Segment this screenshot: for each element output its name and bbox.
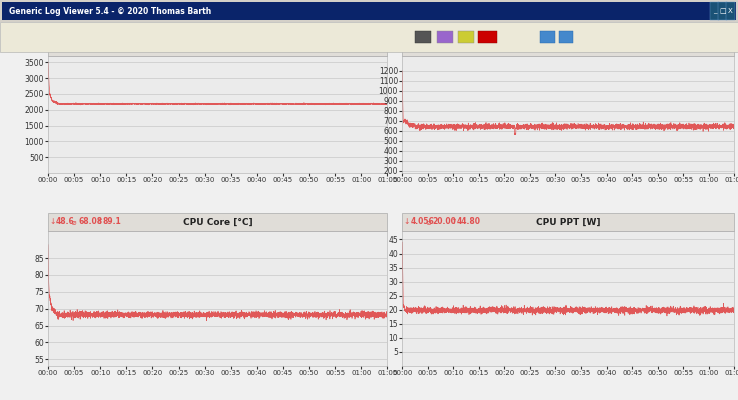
Text: ↑: ↑ — [97, 218, 106, 226]
Text: ●: ● — [80, 34, 86, 40]
Text: ○: ○ — [259, 34, 265, 40]
Text: 3: 3 — [99, 34, 103, 40]
Text: □: □ — [720, 8, 725, 14]
Text: ☑ Two columns: ☑ Two columns — [148, 34, 201, 40]
Text: ↔: ↔ — [483, 32, 491, 42]
Text: CPU Core [°C]: CPU Core [°C] — [183, 218, 252, 226]
Text: 108: 108 — [56, 42, 72, 52]
Text: Change all: Change all — [502, 34, 539, 40]
Text: 1: 1 — [252, 34, 256, 40]
Text: ⌀: ⌀ — [72, 42, 79, 52]
Text: _: _ — [713, 8, 716, 14]
Text: ⌀: ⌀ — [72, 218, 79, 226]
Text: ↑: ↑ — [97, 42, 106, 52]
Text: 2: 2 — [265, 34, 269, 40]
Text: Number of files: Number of files — [194, 34, 248, 40]
Text: 1312: 1312 — [457, 42, 477, 52]
Text: ↓: ↓ — [404, 218, 413, 226]
Text: GPU Clock [MHz]: GPU Clock [MHz] — [525, 42, 611, 52]
Text: ⌀: ⌀ — [427, 42, 433, 52]
Text: ⌀: ⌀ — [427, 218, 433, 226]
Text: 44.80: 44.80 — [457, 218, 481, 226]
Text: Generic Log Viewer 5.4 - © 2020 Thomas Barth: Generic Log Viewer 5.4 - © 2020 Thomas B… — [9, 6, 211, 16]
Text: CPU PPT [W]: CPU PPT [W] — [536, 218, 601, 226]
Text: 641.2: 641.2 — [432, 42, 456, 52]
Text: Average Effective Clock [MHz]: Average Effective Clock [MHz] — [141, 42, 294, 52]
Text: 48.6: 48.6 — [56, 218, 75, 226]
Text: ↓: ↓ — [50, 42, 59, 52]
Text: 1: 1 — [72, 34, 77, 40]
Text: ○: ○ — [133, 34, 139, 40]
Text: ↑: ↑ — [544, 32, 551, 42]
Text: ☑ Simple mode: ☑ Simple mode — [330, 34, 384, 40]
Text: 20.00: 20.00 — [432, 218, 456, 226]
Text: 68.08: 68.08 — [78, 218, 103, 226]
Text: 200: 200 — [410, 42, 426, 52]
Text: ○: ○ — [120, 34, 125, 40]
Text: 89.1: 89.1 — [103, 218, 121, 226]
Text: 3579: 3579 — [103, 42, 123, 52]
Text: ●: ● — [246, 34, 252, 40]
Text: 2: 2 — [86, 34, 90, 40]
Text: X: X — [728, 8, 733, 14]
Text: 6: 6 — [139, 34, 143, 40]
Text: Number of diagrams: Number of diagrams — [6, 34, 77, 40]
Text: 4: 4 — [112, 34, 117, 40]
Text: ↓: ↓ — [50, 218, 59, 226]
Text: ☐ Show files: ☐ Show files — [287, 34, 331, 40]
Text: 4.056: 4.056 — [410, 218, 434, 226]
Text: ○: ○ — [93, 34, 99, 40]
Text: ↑: ↑ — [451, 218, 460, 226]
Text: ↓: ↓ — [404, 42, 413, 52]
Text: 3: 3 — [278, 34, 283, 40]
Text: ○: ○ — [66, 34, 72, 40]
Text: ↑: ↑ — [451, 42, 460, 52]
Text: ○: ○ — [272, 34, 278, 40]
Text: 2185: 2185 — [78, 42, 99, 52]
Text: 5: 5 — [125, 34, 130, 40]
Text: ↓: ↓ — [562, 32, 570, 42]
Text: ☐ Dark mod: ☐ Dark mod — [376, 34, 419, 40]
Text: ○: ○ — [106, 34, 112, 40]
